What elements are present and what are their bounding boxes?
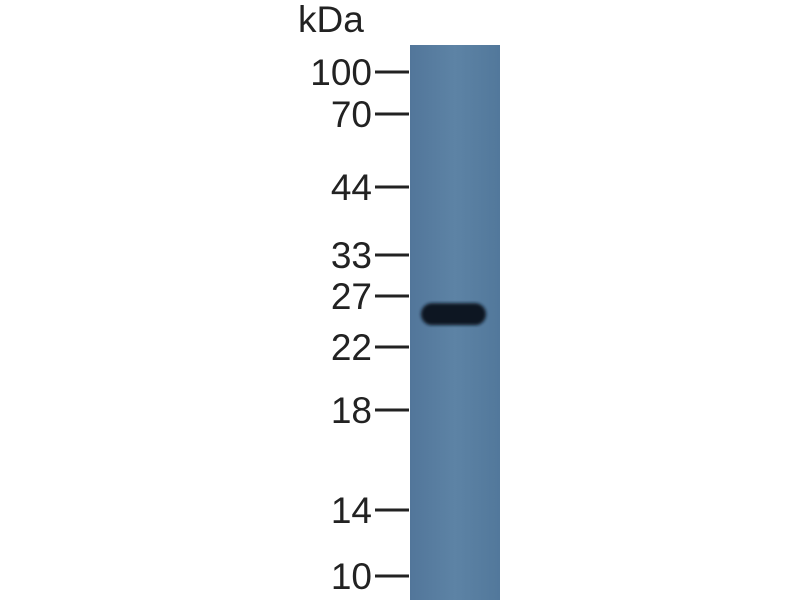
marker-label: 33 [331, 235, 372, 276]
marker-label: 10 [331, 556, 372, 597]
marker-label: 14 [331, 490, 372, 531]
protein-band [421, 303, 486, 326]
unit-label: kDa [298, 0, 364, 40]
marker-label: 27 [331, 276, 372, 317]
marker-label: 18 [331, 390, 372, 431]
marker-label: 44 [331, 167, 372, 208]
marker-label: 100 [310, 52, 372, 93]
marker-label: 70 [331, 94, 372, 135]
marker-label: 22 [331, 327, 372, 368]
